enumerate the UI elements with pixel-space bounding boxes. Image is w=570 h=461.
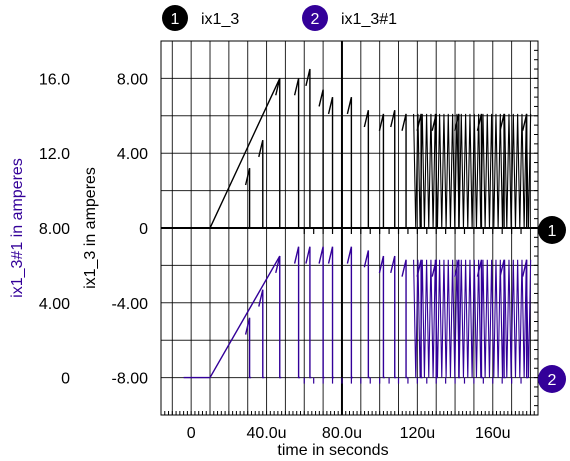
trace-marker-1 xyxy=(538,216,566,244)
y-tick-label-series-1: 4.00 xyxy=(117,146,148,163)
series-1-spike xyxy=(390,110,397,229)
series-2-spike xyxy=(293,246,301,379)
y-tick-label-series-2: 12.0 xyxy=(39,146,70,163)
series-1-spike xyxy=(293,78,301,229)
x-tick-label: 0 xyxy=(187,425,196,442)
legend-marker-1 xyxy=(162,5,188,31)
y-tick-label-series-2: 4.00 xyxy=(39,296,70,313)
series-2-spike xyxy=(401,259,408,379)
series-1-spike xyxy=(327,96,335,229)
y-tick-label-series-1: -4.00 xyxy=(112,296,149,313)
series-1-spike xyxy=(305,68,312,229)
series-2-spike xyxy=(346,246,353,379)
y-tick-label-series-2: 0 xyxy=(61,371,70,388)
series-1-spike xyxy=(378,113,385,229)
tick-labels: 0 40.0u 80.0u 120u 160u -8.00 0 -4.00 4.00 0 8.00 4… xyxy=(39,71,511,442)
series-2-spike xyxy=(244,317,252,379)
y-axis-label-series-2: ix1_3#1 in amperes xyxy=(9,158,26,298)
traces xyxy=(183,68,532,384)
legend-marker-2 xyxy=(302,5,328,31)
series-2-spike xyxy=(305,246,312,379)
series-1-spike xyxy=(401,113,408,229)
series-1-spike xyxy=(275,78,282,229)
x-tick-label: 40.0u xyxy=(247,425,287,442)
y-tick-label-series-1: 8.00 xyxy=(117,71,148,88)
trace-marker-2-label: 2 xyxy=(548,372,557,389)
y-tick-label-series-1: -8.00 xyxy=(112,371,149,388)
series-2-dense-band xyxy=(413,259,532,378)
series-1-spike xyxy=(318,89,325,229)
trace-marker-1-label: 1 xyxy=(548,223,557,240)
series-2-spike xyxy=(522,259,529,379)
series-1-dense-band xyxy=(413,113,532,229)
series-1-spike xyxy=(522,113,529,229)
series-2-ramp xyxy=(183,255,281,379)
trace-marker-2 xyxy=(538,365,566,393)
legend: 1 ix1_3 2 ix1_3#1 xyxy=(162,5,397,31)
x-tick-label: 120u xyxy=(400,425,436,442)
y-tick-label-series-1: 0 xyxy=(139,221,148,238)
legend-series-1-name: ix1_3 xyxy=(201,11,239,28)
legend-marker-1-label: 1 xyxy=(171,11,180,28)
x-axis-label: time in seconds xyxy=(277,442,388,459)
series-1-ramp xyxy=(183,78,281,229)
legend-series-2-name: ix1_3#1 xyxy=(341,11,397,28)
series-1-spike xyxy=(258,139,265,229)
minor-ticks xyxy=(160,40,539,416)
series-2-spike xyxy=(363,250,370,379)
x-tick-label: 80.0u xyxy=(322,425,362,442)
series-1-spike xyxy=(244,167,252,229)
series-2-spike xyxy=(275,255,282,379)
y-axis-label-series-1: ix1_3 in amperes xyxy=(82,167,99,289)
y-tick-label-series-2: 8.00 xyxy=(39,221,70,238)
series-2-spike xyxy=(258,289,265,379)
series-2-spike xyxy=(318,246,325,379)
legend-marker-2-label: 2 xyxy=(311,11,320,28)
y-tick-label-series-2: 16.0 xyxy=(39,71,70,88)
series-2-spike xyxy=(378,255,385,379)
x-tick-label: 160u xyxy=(475,425,511,442)
series-1-spike xyxy=(346,96,353,229)
series-1-spike xyxy=(363,110,370,229)
series-2-spike xyxy=(327,246,335,379)
series-2-spike xyxy=(390,255,397,379)
